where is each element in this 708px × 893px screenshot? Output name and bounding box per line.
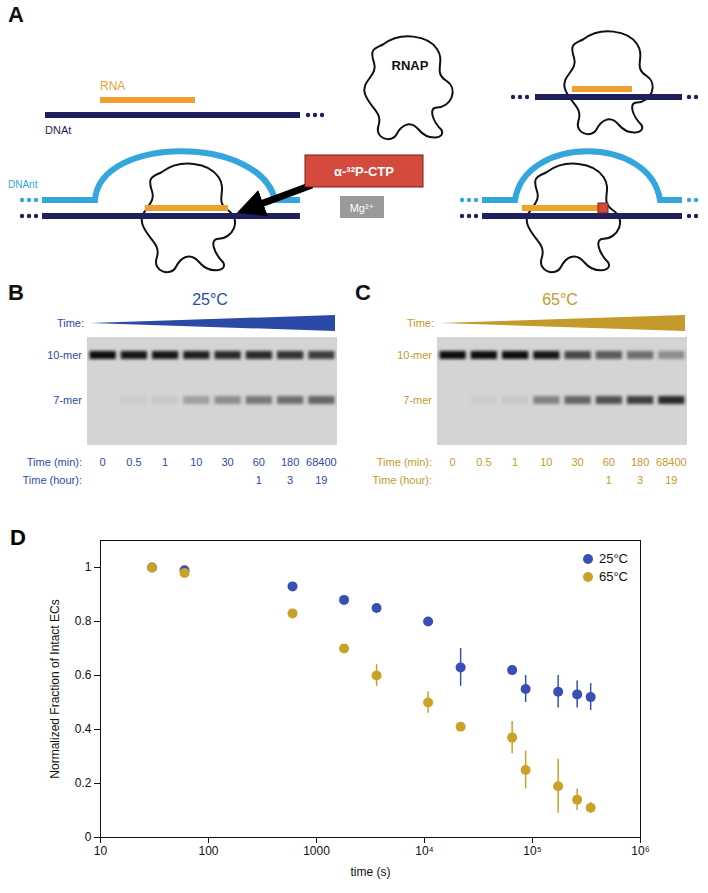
- svg-text:1: 1: [85, 560, 92, 574]
- svg-text:7-mer: 7-mer: [53, 394, 82, 406]
- svg-text:7-mer: 7-mer: [403, 394, 432, 406]
- svg-text:DNAt: DNAt: [45, 124, 71, 136]
- svg-text:0: 0: [100, 456, 106, 468]
- svg-text:0.4: 0.4: [75, 722, 92, 736]
- svg-text:10: 10: [540, 456, 552, 468]
- svg-text:C: C: [355, 280, 371, 305]
- svg-text:30: 30: [572, 456, 584, 468]
- svg-text:Time:: Time:: [407, 317, 434, 329]
- svg-text:0.2: 0.2: [75, 776, 92, 790]
- svg-text:Mg²⁺: Mg²⁺: [350, 202, 375, 214]
- svg-text:10⁶: 10⁶: [631, 844, 649, 858]
- svg-text:1: 1: [606, 474, 612, 486]
- svg-text:RNAP: RNAP: [392, 58, 429, 73]
- svg-text:60: 60: [603, 456, 615, 468]
- svg-text:time (s): time (s): [351, 865, 391, 879]
- html-text:D: D: [10, 525, 26, 550]
- svg-text:10: 10: [190, 456, 202, 468]
- svg-text:Normalized Fraction of Intact: Normalized Fraction of Intact ECs: [48, 599, 62, 778]
- svg-text:10: 10: [94, 844, 108, 858]
- svg-text:68400: 68400: [306, 456, 337, 468]
- svg-text:100: 100: [198, 844, 218, 858]
- svg-text:1: 1: [512, 456, 518, 468]
- svg-text:0: 0: [85, 830, 92, 844]
- svg-text:B: B: [8, 280, 24, 305]
- svg-text:1: 1: [162, 456, 168, 468]
- svg-text:68400: 68400: [656, 456, 687, 468]
- svg-text:180: 180: [631, 456, 649, 468]
- svg-text:0: 0: [450, 456, 456, 468]
- svg-text:30: 30: [222, 456, 234, 468]
- html-text:25°C: 25°C: [599, 551, 628, 566]
- svg-text:0.6: 0.6: [75, 668, 92, 682]
- svg-text:10⁴: 10⁴: [415, 844, 434, 858]
- svg-text:Time:: Time:: [57, 317, 84, 329]
- svg-text:α-³²P-CTP: α-³²P-CTP: [334, 164, 394, 179]
- svg-text:Time (hour):: Time (hour):: [373, 474, 433, 486]
- svg-text:1000: 1000: [303, 844, 330, 858]
- svg-text:19: 19: [315, 474, 327, 486]
- svg-text:Time (hour):: Time (hour):: [23, 474, 83, 486]
- svg-text:RNA: RNA: [100, 79, 125, 93]
- svg-text:Time (min):: Time (min):: [377, 456, 432, 468]
- svg-text:60: 60: [253, 456, 265, 468]
- svg-text:3: 3: [287, 474, 293, 486]
- svg-text:25°C: 25°C: [192, 291, 228, 308]
- svg-text:A: A: [8, 2, 24, 27]
- svg-text:1: 1: [256, 474, 262, 486]
- svg-text:19: 19: [665, 474, 677, 486]
- svg-text:3: 3: [637, 474, 643, 486]
- svg-text:10⁵: 10⁵: [523, 844, 541, 858]
- svg-text:10-mer: 10-mer: [397, 349, 432, 361]
- svg-text:180: 180: [281, 456, 299, 468]
- svg-text:0.5: 0.5: [126, 456, 141, 468]
- svg-text:10-mer: 10-mer: [47, 349, 82, 361]
- svg-text:65°C: 65°C: [542, 291, 578, 308]
- svg-text:0.8: 0.8: [75, 614, 92, 628]
- svg-text:0.5: 0.5: [476, 456, 491, 468]
- svg-text:DNAnt: DNAnt: [8, 179, 38, 190]
- svg-text:Time (min):: Time (min):: [27, 456, 82, 468]
- html-text:65°C: 65°C: [599, 569, 628, 584]
